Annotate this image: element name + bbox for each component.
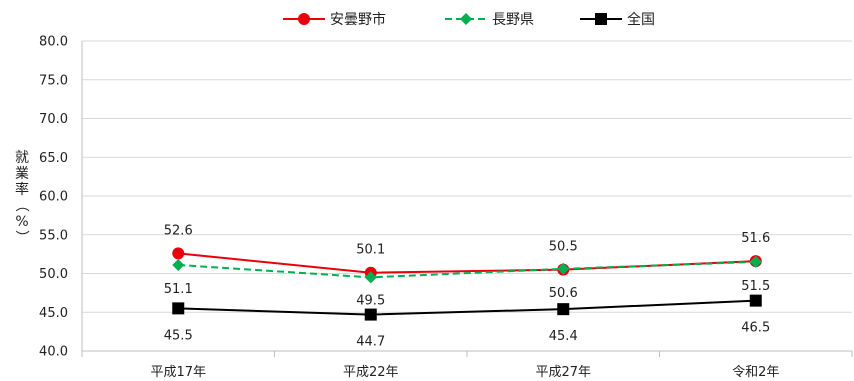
data-label: 49.5	[356, 293, 385, 308]
legend-marker	[595, 13, 607, 25]
x-tick-label: 平成27年	[535, 365, 591, 380]
y-axis-label: 就業率（%）	[13, 150, 29, 244]
series-lines	[172, 247, 762, 321]
y-axis-ticks: 40.0 45.0 50.0 55.0 60.0 65.0 70.0 75.0 80.0	[39, 35, 68, 360]
series-line	[178, 252, 756, 274]
legend-label: 安曇野市	[330, 11, 386, 28]
data-point	[364, 308, 377, 321]
x-tick-label: 平成17年	[150, 365, 206, 380]
data-label: 45.5	[164, 328, 193, 343]
data-label: 51.5	[741, 279, 770, 294]
data-point	[172, 302, 185, 315]
x-axis: 平成17年 平成22年 平成27年 令和2年	[81, 41, 853, 380]
legend-label: 全国	[627, 11, 655, 28]
y-axis-label-char: 業	[15, 166, 29, 182]
legend-marker	[298, 13, 310, 25]
y-tick-label: 60.0	[39, 190, 68, 205]
data-label: 50.6	[549, 286, 578, 301]
y-tick-label: 75.0	[39, 73, 68, 88]
y-tick-label: 40.0	[39, 345, 68, 360]
legend-label: 長野県	[492, 12, 534, 28]
y-tick-label: 50.0	[39, 267, 68, 282]
data-label: 50.5	[549, 240, 578, 255]
series-line	[178, 299, 756, 316]
y-axis-label-char: 就	[15, 150, 29, 166]
x-tick-label: 平成22年	[343, 365, 399, 380]
y-tick-label: 45.0	[39, 306, 68, 321]
data-point	[749, 294, 762, 307]
y-tick-label: 80.0	[39, 35, 68, 50]
gridlines	[82, 40, 852, 313]
data-label: 44.7	[356, 335, 385, 350]
data-labels: 52.6 50.1 50.5 51.6 51.1 49.5 50.6 51.5 45.5 44.7…	[164, 223, 770, 349]
y-tick-label: 70.0	[39, 112, 68, 127]
data-point	[364, 271, 377, 284]
series-line	[178, 260, 756, 279]
data-label: 45.4	[549, 329, 578, 344]
legend-marker	[460, 13, 472, 25]
y-axis-label-char: %	[15, 214, 28, 230]
data-label: 51.1	[164, 282, 193, 297]
y-tick-label: 65.0	[39, 151, 68, 166]
data-point	[172, 247, 185, 260]
data-point	[172, 258, 185, 271]
data-label: 51.6	[741, 231, 770, 246]
y-axis-label-char: ）	[13, 230, 29, 244]
y-axis-label-char: （	[13, 198, 29, 212]
legend: 安曇野市 長野県 全国	[283, 11, 655, 28]
data-point	[749, 255, 762, 268]
x-tick-label: 令和2年	[732, 365, 779, 380]
y-tick-label: 55.0	[39, 228, 68, 243]
data-label: 50.1	[356, 243, 385, 258]
data-label: 46.5	[741, 321, 770, 336]
data-label: 52.6	[164, 223, 193, 238]
y-axis-label-char: 率	[15, 181, 29, 198]
data-point	[557, 303, 570, 316]
data-point	[557, 262, 570, 275]
